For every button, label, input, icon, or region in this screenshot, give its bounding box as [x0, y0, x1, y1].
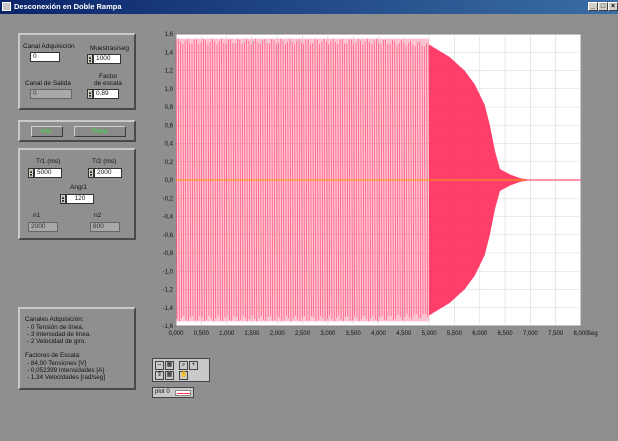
x-tick-label: 1,000 — [219, 331, 235, 337]
factor-label-2: de escala — [94, 80, 122, 87]
y-tick-label: 1,0 — [165, 87, 174, 93]
close-button[interactable]: × — [608, 2, 618, 11]
y-tick-label: -1,0 — [163, 269, 174, 275]
ang-stepper[interactable] — [60, 194, 66, 204]
x-tick-label: 6,500 — [498, 331, 514, 337]
canales-title: Canales Adquisición: — [25, 316, 84, 323]
crosshair-icon[interactable]: + — [189, 361, 198, 370]
app-icon — [2, 2, 11, 11]
canales-line-1: - 3 Intensidad de línea. — [27, 331, 92, 338]
canales-line-2: - 2 Velocidad de giro. — [27, 338, 87, 345]
canal-salida-label: Canal de Salida — [25, 80, 71, 87]
y-tick-label: 1,6 — [165, 32, 174, 38]
graph-palette: ⇔ ▦ ⇕ ▦ ⌕ + ✋ — [152, 358, 210, 382]
factor-label: Factor — [99, 73, 118, 80]
x-tick-label: 4,000 — [371, 331, 387, 337]
y-tick-label: 1,4 — [165, 50, 174, 56]
x-tick-label: 6,000 — [472, 331, 488, 337]
info-panel: Canales Adquisición: - 0 Tensión de líne… — [18, 307, 136, 390]
acquisition-panel: Canal Adquisición 0 Muestras/seg 1000 Ca… — [18, 33, 136, 110]
y-tick-label: 0,6 — [165, 123, 174, 129]
muestras-label: Muestras/seg — [90, 45, 130, 52]
x-tick-label: 7,000 — [523, 331, 539, 337]
factor-input[interactable]: 0.89 — [93, 89, 119, 99]
t2-input[interactable]: 2000 — [94, 168, 122, 178]
x-axis-label: Seg — [587, 331, 598, 337]
legend-label: plot 0 — [155, 389, 170, 395]
y-tick-label: 0,4 — [165, 142, 174, 148]
muestras-input[interactable]: 1000 — [93, 54, 121, 64]
y-tick-label: -1,2 — [163, 288, 174, 294]
y-tick-label: -0,2 — [163, 196, 174, 202]
start-button[interactable]: Inic. — [31, 126, 63, 137]
x-tick-label: 4,500 — [396, 331, 412, 337]
n2-label: n2 — [94, 212, 102, 219]
zoom-tool-icon[interactable]: ⌕ — [179, 361, 188, 370]
factores-line-0: - 84,00 Tensiones [V] — [27, 360, 87, 367]
factor-stepper[interactable] — [87, 89, 93, 99]
factores-line-1: - 0,052399 Intensidades [A] — [27, 367, 105, 374]
ang-label: Ang/1 — [70, 184, 87, 191]
x-tick-label: 5,500 — [447, 331, 463, 337]
minimize-button[interactable]: _ — [588, 2, 598, 11]
t2-label: T/2 (ms) — [92, 158, 117, 165]
factores-title: Factores de Escala: — [25, 352, 81, 359]
y-tick-label: -0,8 — [163, 251, 174, 257]
n1-field: 2000 — [28, 222, 58, 232]
x-tick-label: 2,000 — [270, 331, 286, 337]
format-y-icon[interactable]: ▦ — [165, 371, 174, 380]
y-tick-label: -1,4 — [163, 306, 174, 312]
window-title: Desconexión en Doble Rampa — [14, 2, 122, 11]
maximize-button[interactable]: □ — [598, 2, 608, 11]
stop-button[interactable]: Parar — [74, 126, 126, 137]
zoom-y-icon[interactable]: ⇕ — [155, 371, 164, 380]
x-tick-label: 5,000 — [422, 331, 438, 337]
x-tick-label: 0,500 — [194, 331, 210, 337]
canales-line-0: - 0 Tensión de línea. — [27, 324, 84, 331]
window-title-bar: Desconexión en Doble Rampa _ □ × — [0, 0, 618, 14]
canal-adquisicion-input[interactable]: 0 — [30, 52, 60, 62]
y-tick-label: -0,4 — [163, 215, 174, 221]
x-tick-label: 8,000 — [573, 331, 589, 337]
y-tick-label: 0,0 — [165, 178, 174, 184]
factores-line-2: - 1,34 Velocidades [rad/seg] — [27, 374, 106, 381]
y-tick-label: 1,2 — [165, 69, 174, 75]
t1-stepper[interactable] — [28, 168, 34, 178]
x-axis-ticks: 0,000 0,500 1,000 1,500 2,000 2,500 3,000 3,500… — [168, 331, 589, 337]
x-tick-label: 3,000 — [320, 331, 336, 337]
legend-swatch — [175, 390, 191, 396]
canal-salida-field[interactable]: 0 — [30, 89, 72, 99]
t2-stepper[interactable] — [88, 168, 94, 178]
muestras-stepper[interactable] — [87, 54, 93, 64]
y-tick-label: -1,6 — [163, 324, 174, 330]
x-tick-label: 1,500 — [244, 331, 260, 337]
t1-input[interactable]: 5000 — [34, 168, 62, 178]
buttons-panel: Inic. Parar — [18, 120, 136, 142]
t1-label: T/1 (ms) — [36, 158, 61, 165]
x-tick-label: 2,500 — [295, 331, 311, 337]
x-tick-label: 0,000 — [168, 331, 184, 337]
n2-field: 800 — [90, 222, 120, 232]
x-tick-label: 7,500 — [548, 331, 564, 337]
ramp-panel: T/1 (ms) 5000 T/2 (ms) 2000 Ang/1 120 n1… — [18, 148, 136, 240]
plot-legend[interactable]: plot 0 — [152, 387, 194, 398]
n1-label: n1 — [33, 212, 41, 219]
zoom-x-icon[interactable]: ⇔ — [155, 361, 164, 370]
canal-adquisicion-label: Canal Adquisición — [23, 43, 75, 50]
y-axis-ticks: 1,6 1,4 1,2 1,0 0,8 0,6 0,4 0,2 0,0 -0,2 -0,4 -0,6 -… — [163, 32, 174, 330]
x-tick-label: 3,500 — [346, 331, 362, 337]
y-tick-label: -0,6 — [163, 233, 174, 239]
y-tick-label: 0,8 — [165, 105, 174, 111]
ang-input[interactable]: 120 — [66, 194, 94, 204]
y-tick-label: 0,2 — [165, 160, 174, 166]
waveform-graph[interactable]: 1,6 1,4 1,2 1,0 0,8 0,6 0,4 0,2 0,0 -0,2 -0,4 -0,6 -… — [150, 30, 618, 360]
pan-tool-icon[interactable]: ✋ — [179, 371, 188, 380]
format-x-icon[interactable]: ▦ — [165, 361, 174, 370]
